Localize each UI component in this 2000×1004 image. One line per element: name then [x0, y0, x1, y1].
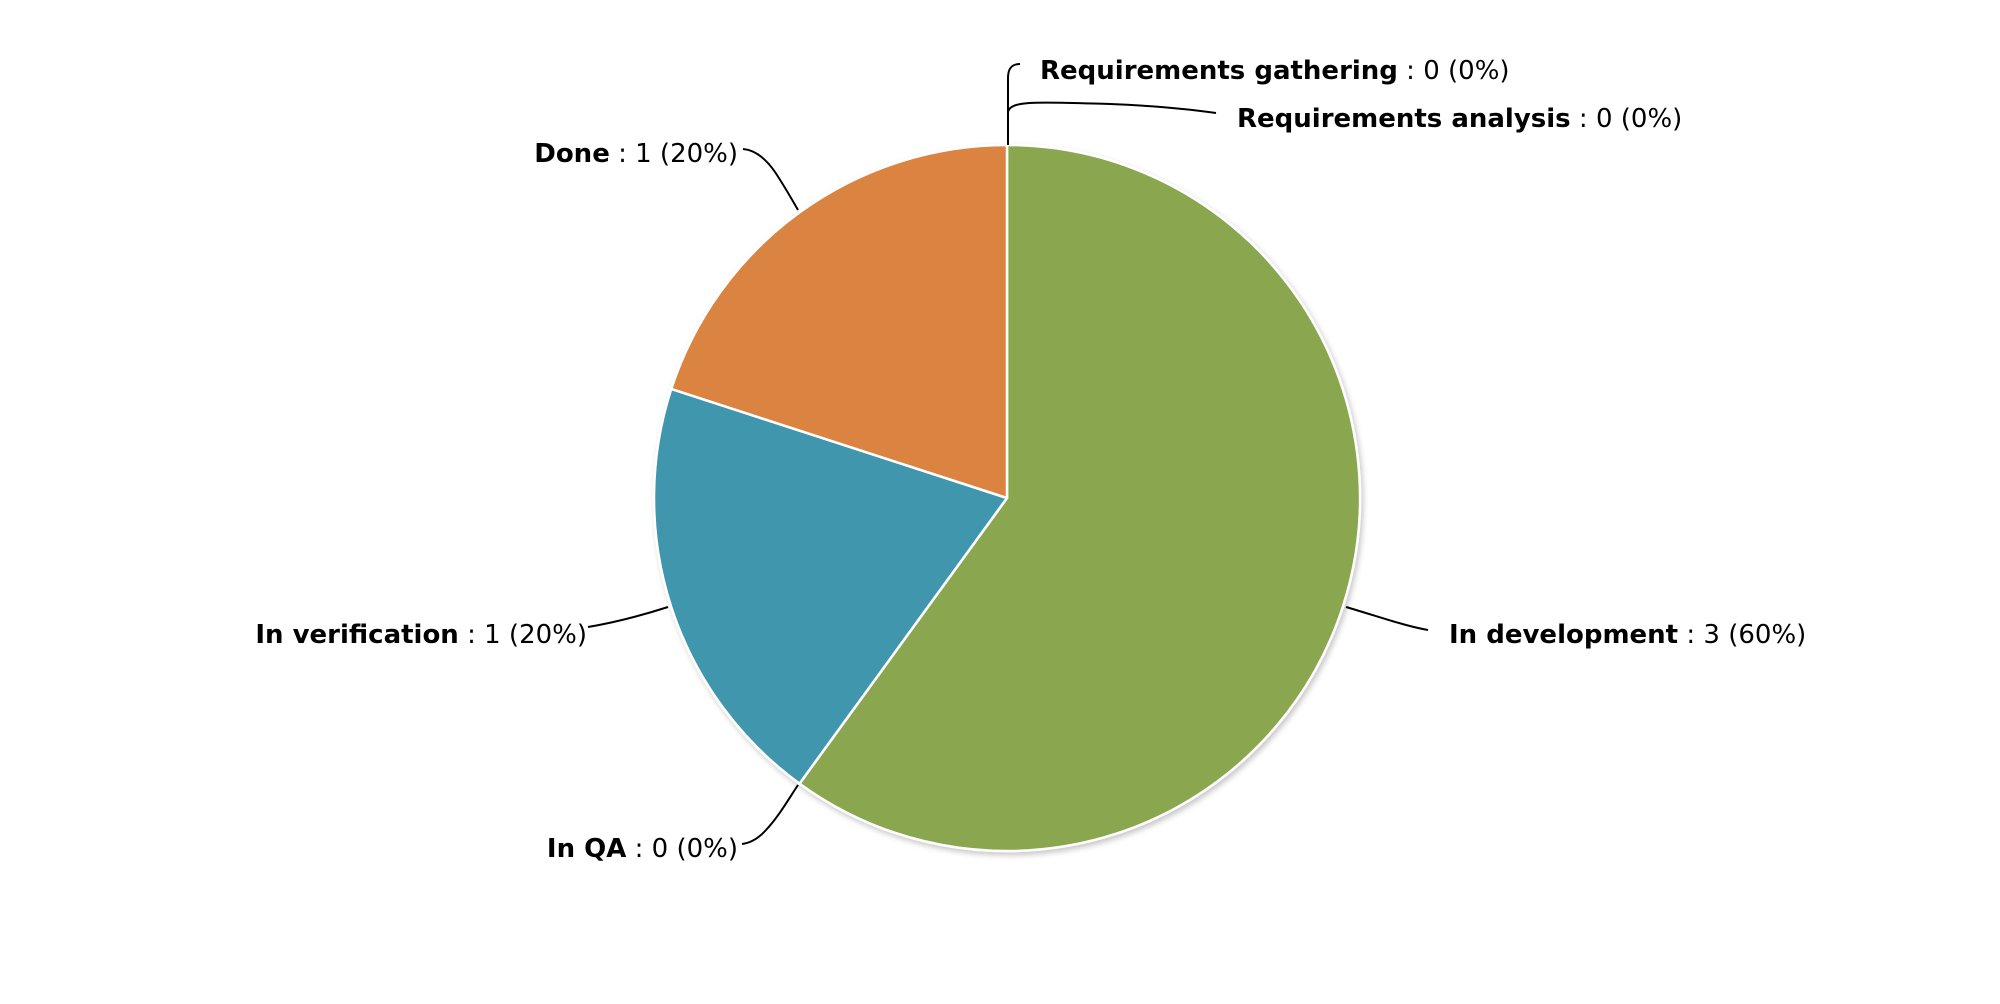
label-connector-done — [742, 148, 799, 211]
pie-slice-done[interactable] — [670, 143, 1009, 500]
data-label-category: In QA — [547, 834, 626, 864]
label-connector-requirements-gathering — [1007, 63, 1021, 145]
data-label-requirements-analysis: Requirements analysis : 0 (0%) — [1237, 104, 1682, 134]
data-label-category: Requirements gathering — [1040, 56, 1398, 86]
label-connector-requirements-analysis — [1007, 101, 1217, 114]
pie-slices — [652, 143, 1362, 853]
data-label-in-development: In development : 3 (60%) — [1449, 620, 1806, 650]
data-label-value: : 0 (0%) — [1398, 56, 1510, 86]
label-connector-in-verification — [587, 606, 669, 628]
data-label-category: In development — [1449, 620, 1678, 650]
data-label-requirements-gathering: Requirements gathering : 0 (0%) — [1040, 56, 1510, 86]
label-connector-in-qa — [741, 784, 799, 845]
data-label-value: : 3 (60%) — [1678, 620, 1806, 650]
data-label-value: : 0 (0%) — [626, 834, 738, 864]
data-label-category: Done — [534, 139, 610, 169]
data-label-category: Requirements analysis — [1237, 104, 1571, 134]
data-label-value: : 0 (0%) — [1571, 104, 1683, 134]
label-connectors — [587, 63, 1429, 845]
pie-slice-in-verification[interactable] — [652, 387, 1009, 785]
data-label-value: : 1 (20%) — [459, 620, 587, 650]
pie-slice-in-development[interactable] — [798, 143, 1362, 853]
data-label-in-verification: In verification : 1 (20%) — [255, 620, 587, 650]
label-connector-in-development — [1345, 606, 1429, 631]
data-label-done: Done : 1 (20%) — [534, 139, 738, 169]
data-label-value: : 1 (20%) — [610, 139, 738, 169]
data-label-category: In verification — [255, 620, 459, 650]
data-label-in-qa: In QA : 0 (0%) — [547, 834, 738, 864]
data-labels: Requirements gathering : 0 (0%)Requireme… — [255, 56, 1806, 864]
